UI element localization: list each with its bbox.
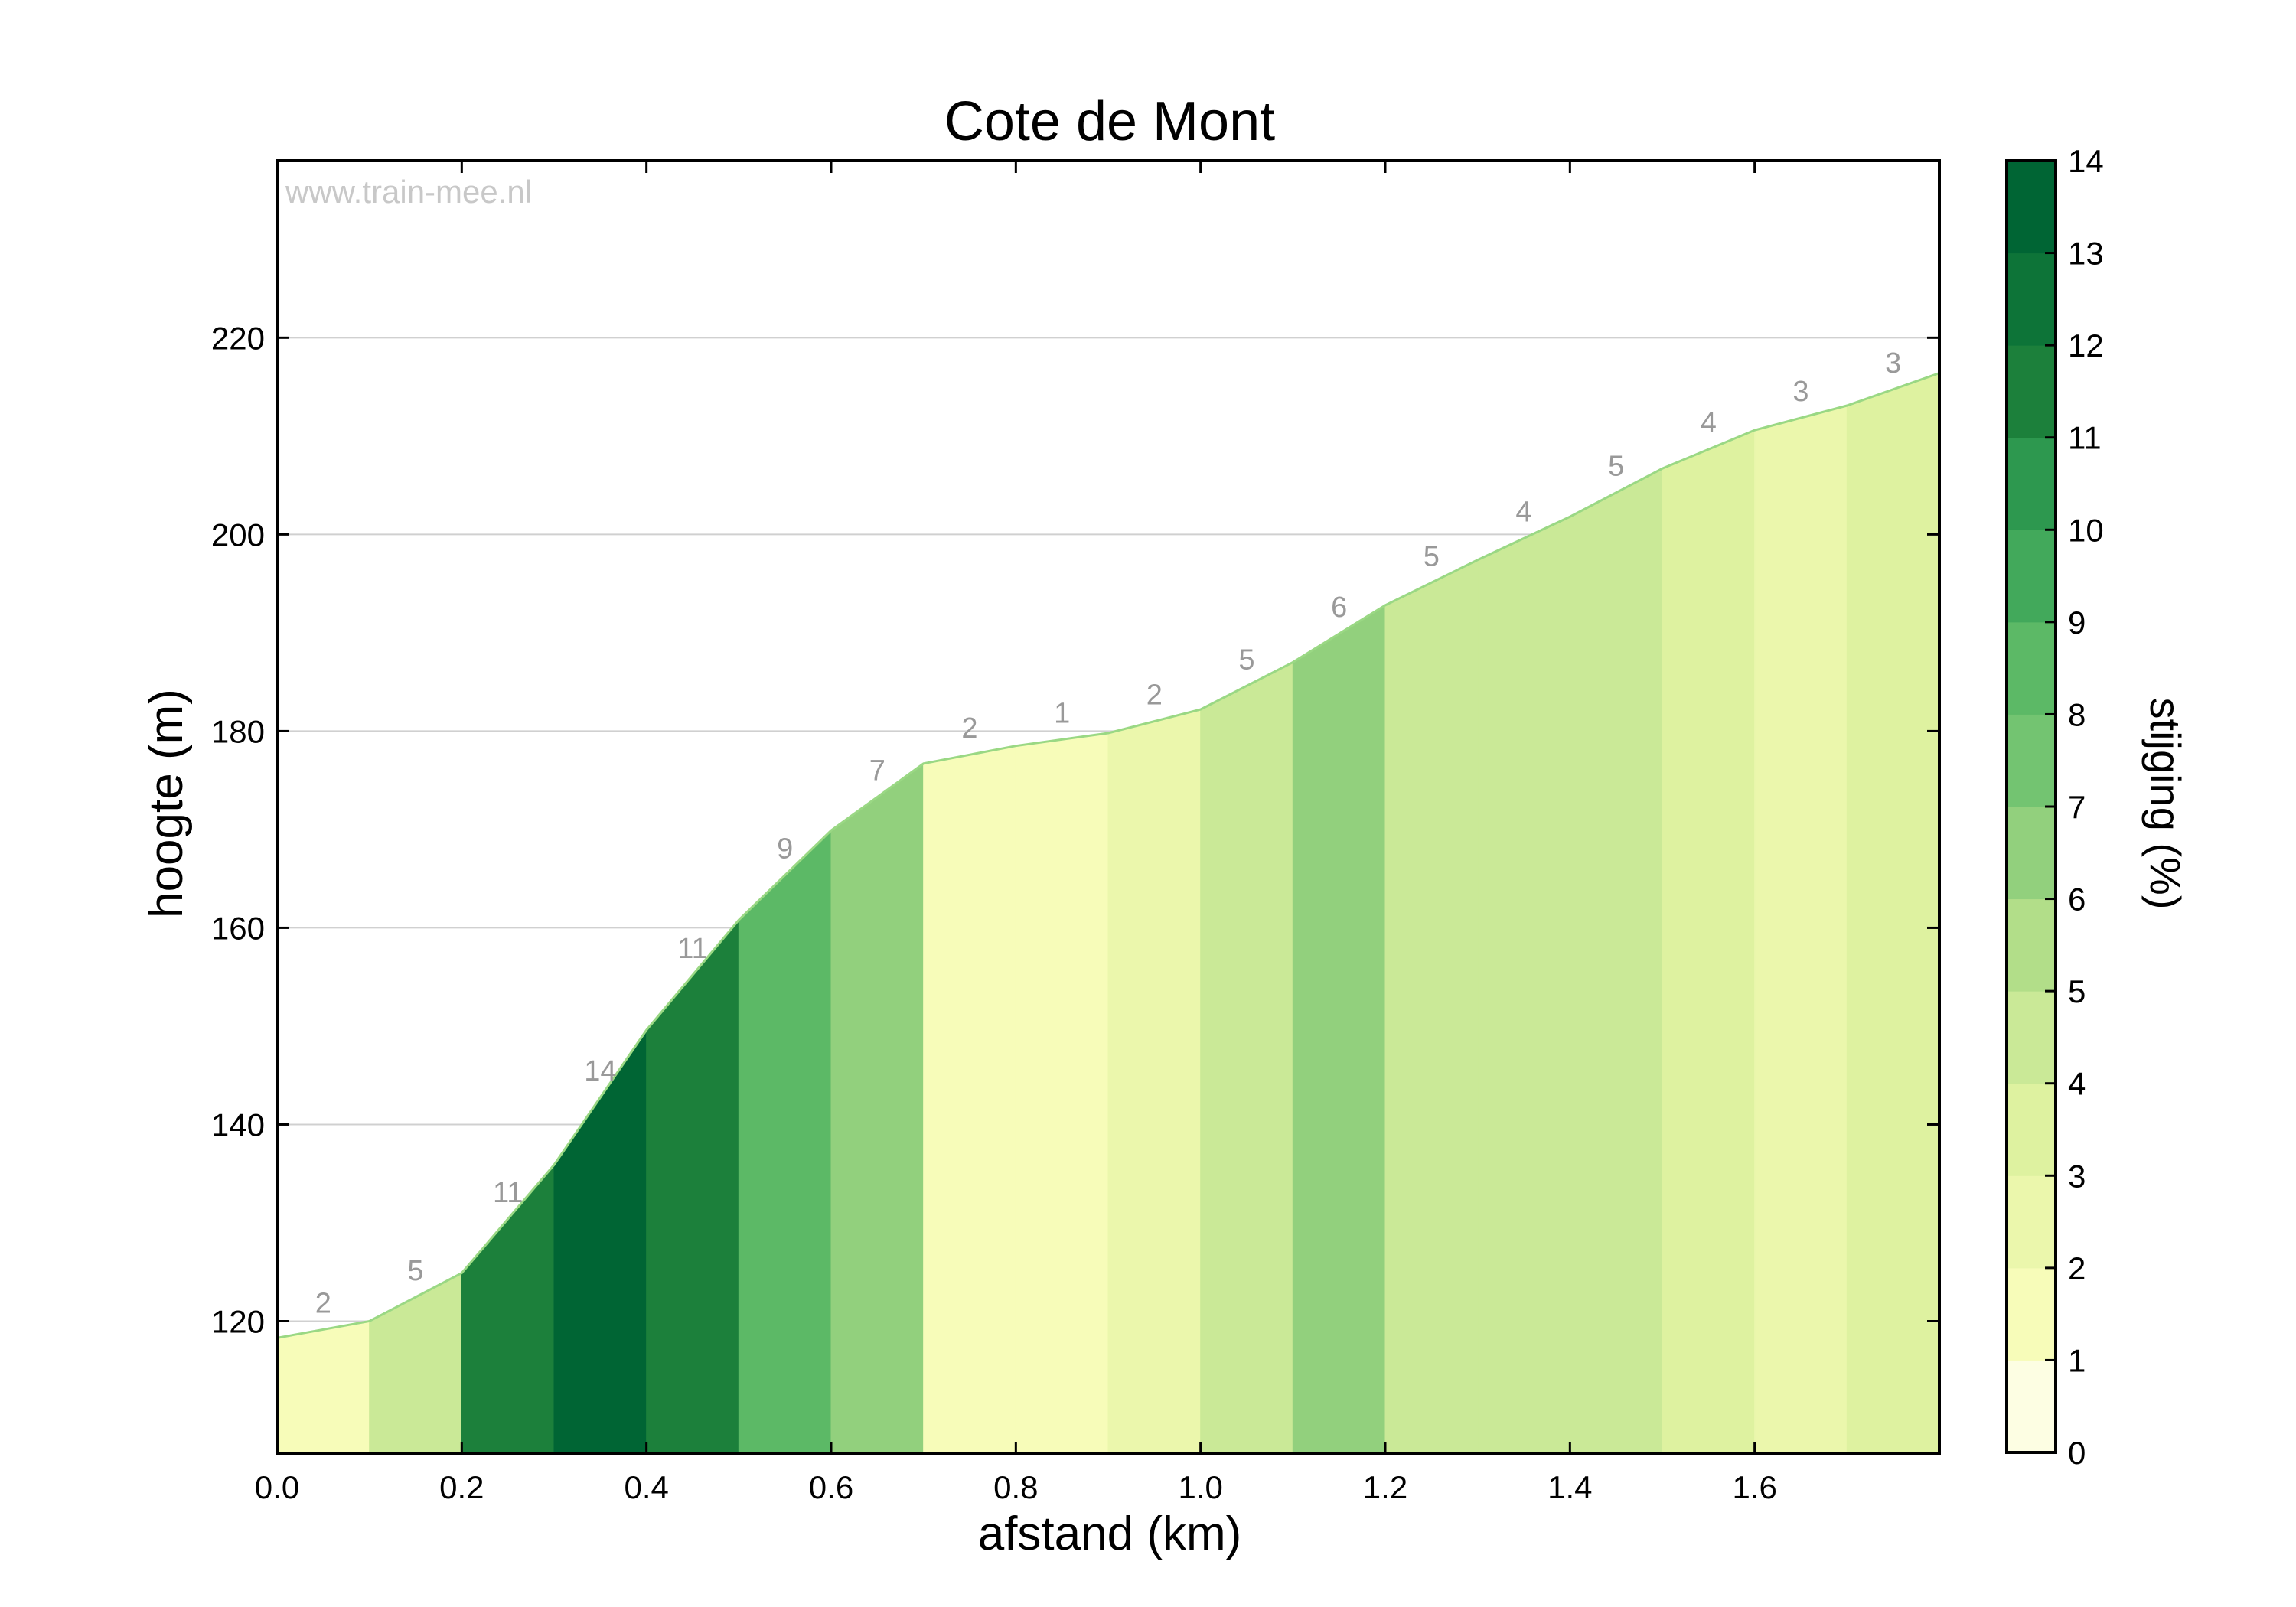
grade-label: 2	[315, 1287, 331, 1319]
grade-segment	[1754, 405, 1848, 1455]
colorbar-label: stijging (%)	[2141, 698, 2190, 910]
chart-title: Cote de Mont	[944, 91, 1275, 152]
grade-segment	[1200, 661, 1293, 1455]
grade-label: 5	[1608, 451, 1624, 483]
grade-label: 5	[407, 1255, 423, 1287]
x-tick-label: 0.0	[255, 1469, 299, 1505]
colorbar-tick-label: 0	[2068, 1435, 2086, 1471]
grade-label: 11	[493, 1177, 523, 1209]
colorbar-band	[2006, 1359, 2056, 1453]
colorbar-tick-label: 6	[2068, 882, 2086, 918]
x-tick-label: 0.8	[993, 1469, 1038, 1505]
colorbar-tick-label: 5	[2068, 973, 2086, 1009]
plot-frame	[276, 159, 1941, 1455]
grade-segment	[276, 1320, 370, 1455]
grade-label: 2	[961, 712, 977, 745]
colorbar-tick-label: 11	[2068, 420, 2102, 456]
grade-label: 4	[1515, 497, 1531, 529]
colorbar-band	[2006, 990, 2056, 1084]
x-tick-label: 0.2	[439, 1469, 484, 1505]
grade-segment	[1477, 516, 1570, 1455]
y-tick-label: 200	[211, 517, 265, 553]
y-tick-label: 160	[211, 910, 265, 946]
y-tick-label: 140	[211, 1107, 265, 1143]
grade-label: 3	[1792, 376, 1808, 408]
grade-segment	[1107, 709, 1202, 1455]
colorbar-band	[2006, 1083, 2056, 1176]
grade-label: 7	[869, 755, 885, 787]
profile-line	[276, 372, 1940, 1339]
colorbar-tick-label: 2	[2068, 1250, 2086, 1286]
colorbar-tick-label: 3	[2068, 1158, 2086, 1194]
grade-label: 9	[777, 833, 793, 865]
grade-label: 2	[1146, 680, 1163, 712]
grade-label: 11	[677, 933, 707, 965]
colorbar-band	[2006, 1175, 2056, 1269]
x-tick-label: 1.6	[1732, 1469, 1776, 1505]
grade-label: 1	[1054, 697, 1070, 729]
colorbar-band	[2006, 806, 2056, 900]
colorbar-tick-label: 4	[2068, 1066, 2086, 1102]
watermark-text: www.train-mee.nl	[285, 174, 532, 210]
colorbar-band	[2006, 529, 2056, 623]
plot-area: 2 5 11 14 11 9 7 2 1 2 5 6 5 4 5 4 3 3 0.0 0.2 0.4 0.6 0.8 1.0 1…	[211, 159, 1941, 1505]
grade-segment	[830, 762, 925, 1455]
x-tick-label: 0.6	[809, 1469, 853, 1505]
x-tick-label: 1.4	[1548, 1469, 1592, 1505]
colorbar-tick-label: 9	[2068, 605, 2086, 641]
colorbar-tick-label: 1	[2068, 1342, 2086, 1378]
grade-label: 3	[1885, 347, 1901, 380]
grade-segment	[1292, 605, 1386, 1455]
grade-segment	[1662, 429, 1756, 1455]
grade-label: 6	[1331, 592, 1347, 624]
grade-label: 14	[584, 1055, 616, 1087]
colorbar-band	[2006, 621, 2056, 715]
grade-segment	[923, 745, 1016, 1455]
grade-label: 5	[1238, 644, 1254, 676]
y-axis-label: hoogte (m)	[140, 689, 193, 918]
colorbar-band	[2006, 160, 2056, 254]
colorbar-band	[2006, 1267, 2056, 1361]
colorbar-band	[2006, 437, 2056, 530]
grade-label: 5	[1424, 540, 1440, 572]
colorbar-band	[2006, 898, 2056, 992]
grade-segment	[1384, 559, 1479, 1455]
grade-segment	[1569, 468, 1663, 1455]
x-axis-label: afstand (km)	[978, 1508, 1242, 1560]
colorbar-band	[2006, 344, 2056, 438]
colorbar-tick-label: 13	[2068, 236, 2104, 272]
grade-label: 4	[1701, 407, 1717, 439]
colorbar-tick-label: 14	[2068, 143, 2104, 179]
colorbar-tick-label: 12	[2068, 328, 2104, 363]
colorbar-band	[2006, 253, 2056, 346]
y-tick-label: 120	[211, 1304, 265, 1340]
grade-segment	[738, 830, 832, 1455]
x-tick-label: 0.4	[624, 1469, 668, 1505]
grade-segment	[1846, 372, 1940, 1455]
colorbar-tick-label: 7	[2068, 789, 2086, 825]
colorbar-tick-label: 10	[2068, 512, 2104, 548]
y-tick-label: 180	[211, 713, 265, 749]
y-tick-label: 220	[211, 320, 265, 356]
x-tick-label: 1.0	[1178, 1469, 1222, 1505]
colorbar-tick-label: 8	[2068, 696, 2086, 732]
grade-segment	[1015, 732, 1109, 1455]
colorbar-band	[2006, 713, 2056, 807]
x-tick-label: 1.2	[1363, 1469, 1407, 1505]
